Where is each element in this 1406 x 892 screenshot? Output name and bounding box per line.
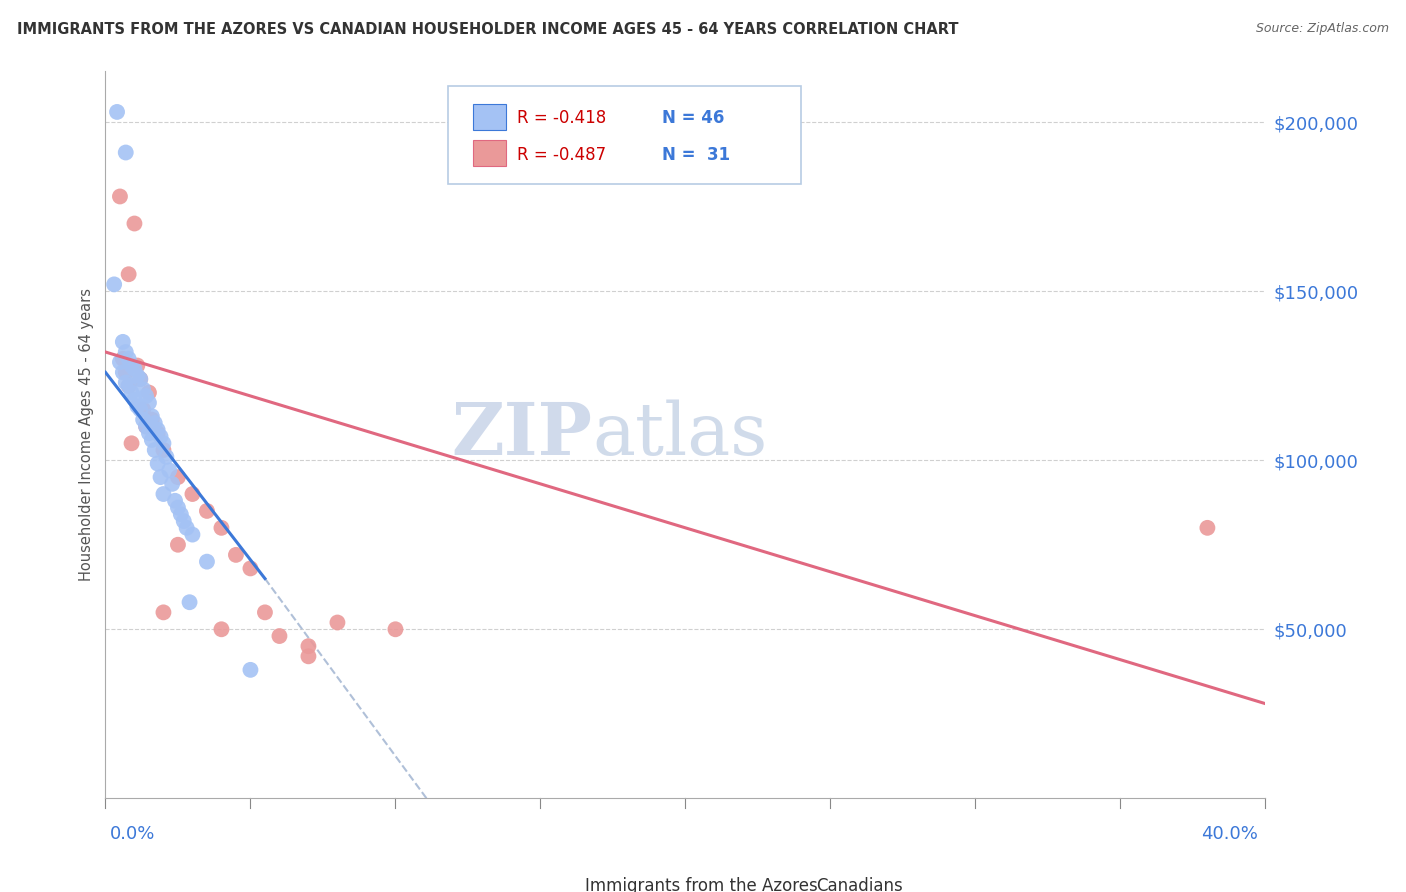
Point [132, 382, 155, 396]
Point [152, 443, 174, 458]
Point [155, 450, 177, 464]
Point [173, 514, 195, 528]
Point [253, 606, 276, 620]
Point [121, 359, 143, 373]
Point [127, 399, 149, 413]
Point [124, 217, 146, 231]
Text: N =  31: N = 31 [662, 145, 730, 163]
Point [181, 487, 204, 501]
Point [143, 443, 166, 458]
Point [239, 663, 262, 677]
Point [225, 548, 247, 562]
Point [239, 561, 262, 575]
Text: R = -0.487: R = -0.487 [517, 145, 606, 163]
Point [141, 412, 163, 426]
Bar [474, 104, 506, 129]
Point [121, 385, 143, 400]
Point [160, 476, 183, 491]
Point [118, 351, 141, 366]
Point [135, 389, 157, 403]
Point [149, 429, 172, 443]
Point [108, 355, 131, 369]
Bar [772, 867, 807, 889]
Text: IMMIGRANTS FROM THE AZORES VS CANADIAN HOUSEHOLDER INCOME AGES 45 - 64 YEARS COR: IMMIGRANTS FROM THE AZORES VS CANADIAN H… [17, 22, 959, 37]
Point [211, 521, 233, 535]
Point [111, 365, 134, 379]
Point [181, 527, 204, 541]
Point [165, 493, 187, 508]
Point [195, 504, 218, 518]
Point [143, 416, 166, 430]
Point [157, 463, 180, 477]
Point [127, 359, 149, 373]
Point [124, 362, 146, 376]
Point [108, 189, 131, 203]
Text: Immigrants from the Azores: Immigrants from the Azores [585, 877, 817, 892]
Point [152, 606, 174, 620]
Point [138, 426, 160, 441]
Point [118, 379, 141, 393]
Point [111, 334, 134, 349]
Point [132, 402, 155, 417]
Point [135, 419, 157, 434]
Point [132, 412, 155, 426]
Point [269, 629, 291, 643]
Point [176, 521, 198, 535]
Y-axis label: Householder Income Ages 45 - 64 years: Householder Income Ages 45 - 64 years [79, 288, 94, 582]
Point [114, 345, 136, 359]
Point [141, 409, 163, 424]
Point [146, 423, 169, 437]
Text: Source: ZipAtlas.com: Source: ZipAtlas.com [1256, 22, 1389, 36]
Text: ZIP: ZIP [451, 400, 592, 470]
Text: R = -0.418: R = -0.418 [517, 109, 606, 128]
Bar [540, 867, 575, 889]
Text: N = 46: N = 46 [662, 109, 724, 128]
Point [138, 395, 160, 409]
Bar [474, 140, 506, 166]
Point [135, 419, 157, 434]
Point [127, 368, 149, 383]
Point [152, 487, 174, 501]
Point [118, 267, 141, 281]
Point [170, 508, 193, 522]
Point [146, 457, 169, 471]
Point [114, 145, 136, 160]
Point [297, 639, 319, 653]
Point [152, 436, 174, 450]
Point [195, 555, 218, 569]
Point [129, 372, 152, 386]
Point [121, 436, 143, 450]
Point [103, 277, 125, 292]
Point [149, 470, 172, 484]
Point [129, 372, 152, 386]
Point [111, 351, 134, 366]
Point [146, 426, 169, 441]
Point [167, 500, 190, 515]
Point [179, 595, 201, 609]
Text: atlas: atlas [592, 400, 768, 470]
Point [326, 615, 349, 630]
Text: Canadians: Canadians [817, 877, 903, 892]
Point [105, 104, 128, 119]
Point [211, 622, 233, 636]
Point [141, 433, 163, 447]
Point [384, 622, 406, 636]
FancyBboxPatch shape [447, 86, 801, 184]
Point [129, 402, 152, 417]
Text: 40.0%: 40.0% [1202, 825, 1258, 843]
Point [167, 470, 190, 484]
Point [1197, 521, 1219, 535]
Point [114, 365, 136, 379]
Text: 0.0%: 0.0% [110, 825, 155, 843]
Point [138, 385, 160, 400]
Point [124, 392, 146, 407]
Point [167, 538, 190, 552]
Point [114, 376, 136, 390]
Point [297, 649, 319, 664]
Point [118, 379, 141, 393]
